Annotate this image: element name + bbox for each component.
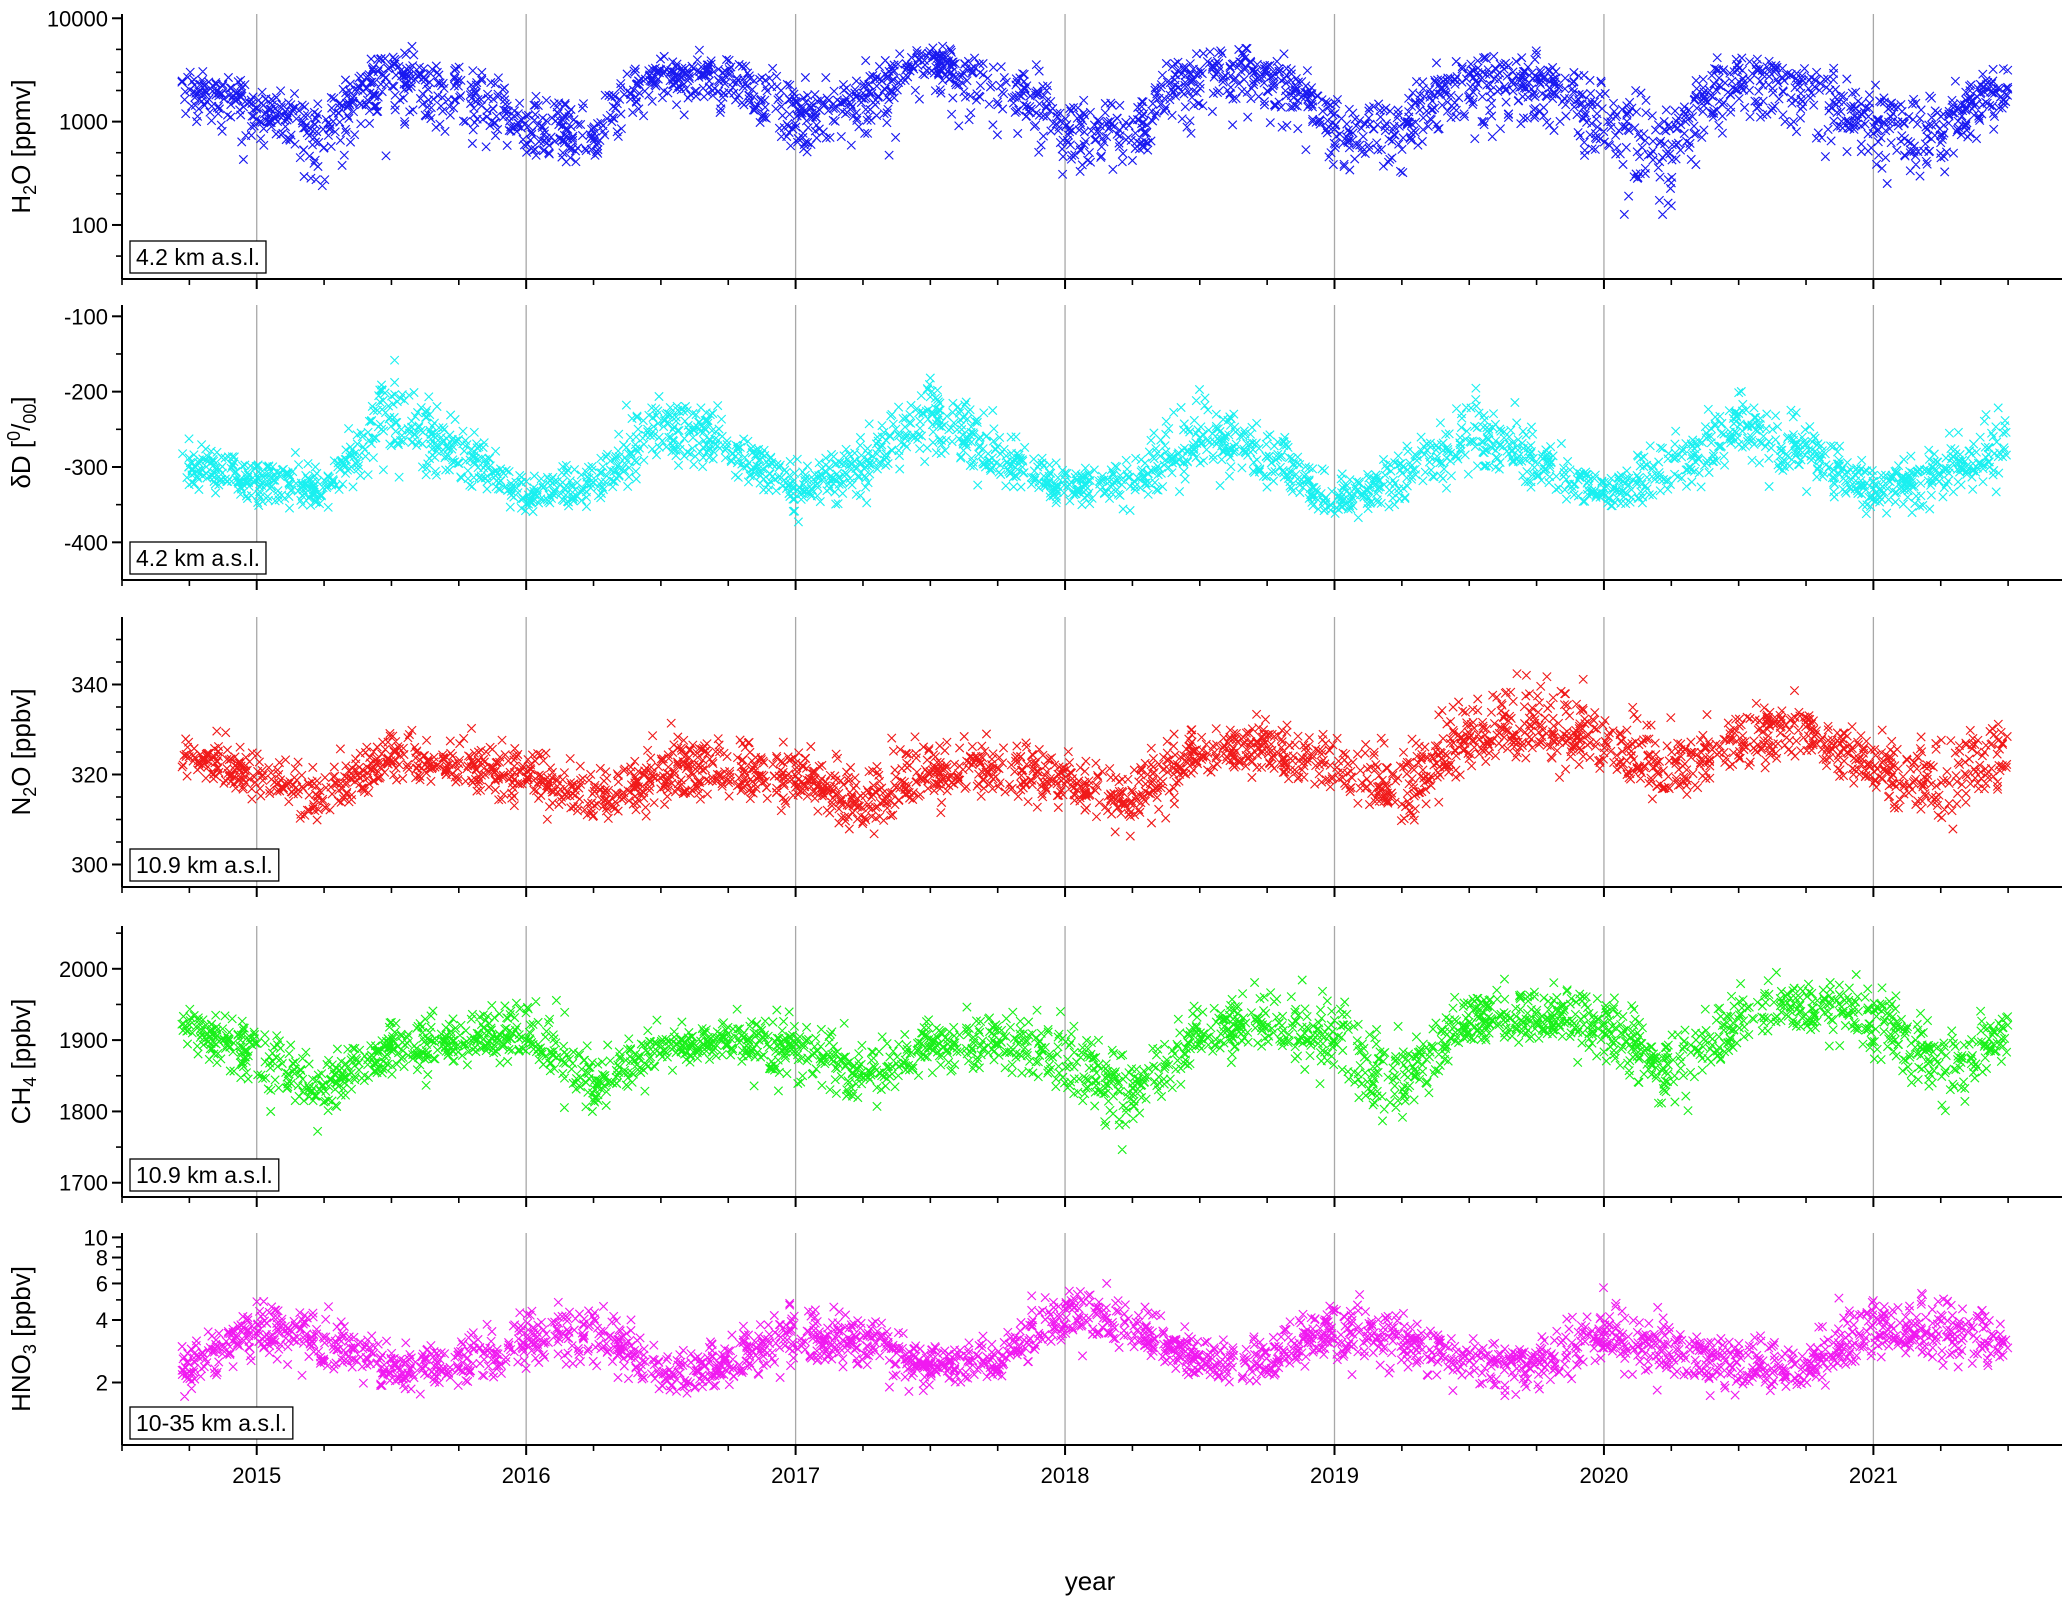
y-tick-label: 1000 bbox=[59, 110, 108, 135]
y-tick-label: 10000 bbox=[47, 6, 108, 31]
y-tick-label: 10 bbox=[84, 1225, 108, 1250]
y-tick-label: 8 bbox=[96, 1246, 108, 1271]
y-tick-label: 1900 bbox=[59, 1028, 108, 1053]
x-tick-label: 2021 bbox=[1849, 1463, 1898, 1488]
y-tick-label: 2000 bbox=[59, 957, 108, 982]
panel-3: 300 320 340 N2O [ppbv] 10.9 km a.s.l. bbox=[6, 617, 2062, 897]
y-axis-label: N2O [ppbv] bbox=[6, 688, 40, 815]
y-tick-label: -100 bbox=[64, 304, 108, 329]
x-axis-label: year bbox=[1065, 1566, 1116, 1596]
y-tick-label: 300 bbox=[71, 853, 108, 878]
altitude-label-box bbox=[129, 541, 267, 575]
x-tick-label: 2015 bbox=[232, 1463, 281, 1488]
data-points bbox=[177, 1278, 2013, 1402]
x-tick-label: 2017 bbox=[771, 1463, 820, 1488]
y-tick-label: 6 bbox=[96, 1271, 108, 1296]
altitude-label-box bbox=[129, 240, 267, 274]
altitude-label: 4.2 km a.s.l. bbox=[136, 545, 260, 571]
altitude-label-box bbox=[129, 1406, 294, 1440]
y-axis-label: HNO3 [ppbv] bbox=[6, 1266, 40, 1412]
y-axis-label: CH4 [ppbv] bbox=[6, 999, 40, 1125]
y-tick-label: 4 bbox=[96, 1308, 108, 1333]
altitude-label: 10.9 km a.s.l. bbox=[136, 1162, 273, 1188]
altitude-label: 10.9 km a.s.l. bbox=[136, 852, 273, 878]
y-tick-label: -300 bbox=[64, 455, 108, 480]
altitude-label-box bbox=[129, 1158, 280, 1192]
y-tick-label: 2 bbox=[96, 1371, 108, 1396]
y-tick-label: 1800 bbox=[59, 1099, 108, 1124]
data-points bbox=[177, 355, 2012, 527]
y-tick-label: 340 bbox=[71, 673, 108, 698]
panel-2: -400 -300 -200 -100 δD [0/00] 4.2 km a.s.l. bbox=[4, 304, 2062, 590]
altitude-label: 4.2 km a.s.l. bbox=[136, 244, 260, 270]
y-axis-label: H2O [ppmv] bbox=[6, 79, 40, 213]
y-tick-label: 1700 bbox=[59, 1171, 108, 1196]
x-tick-label: 2020 bbox=[1579, 1463, 1628, 1488]
data-points bbox=[177, 967, 2013, 1155]
x-tick-label: 2018 bbox=[1041, 1463, 1090, 1488]
y-tick-label: -200 bbox=[64, 380, 108, 405]
x-tick-label: 2019 bbox=[1310, 1463, 1359, 1488]
y-tick-label: 320 bbox=[71, 763, 108, 788]
panel-4: 1700 1800 1900 2000 CH4 [ppbv] 10.9 km a.s.l. bbox=[6, 926, 2062, 1207]
y-tick-label: 100 bbox=[71, 213, 108, 238]
y-axis-label: δD [0/00] bbox=[4, 396, 40, 488]
altitude-label-box bbox=[129, 848, 280, 882]
panel-1: 100 1000 10000 H2O [ppmv] 4.2 km a.s.l. bbox=[6, 6, 2062, 289]
x-tick-label: 2016 bbox=[502, 1463, 551, 1488]
y-tick-label: -400 bbox=[64, 530, 108, 555]
data-points bbox=[177, 669, 2012, 841]
altitude-label: 10-35 km a.s.l. bbox=[136, 1410, 287, 1436]
data-points bbox=[177, 41, 2013, 220]
